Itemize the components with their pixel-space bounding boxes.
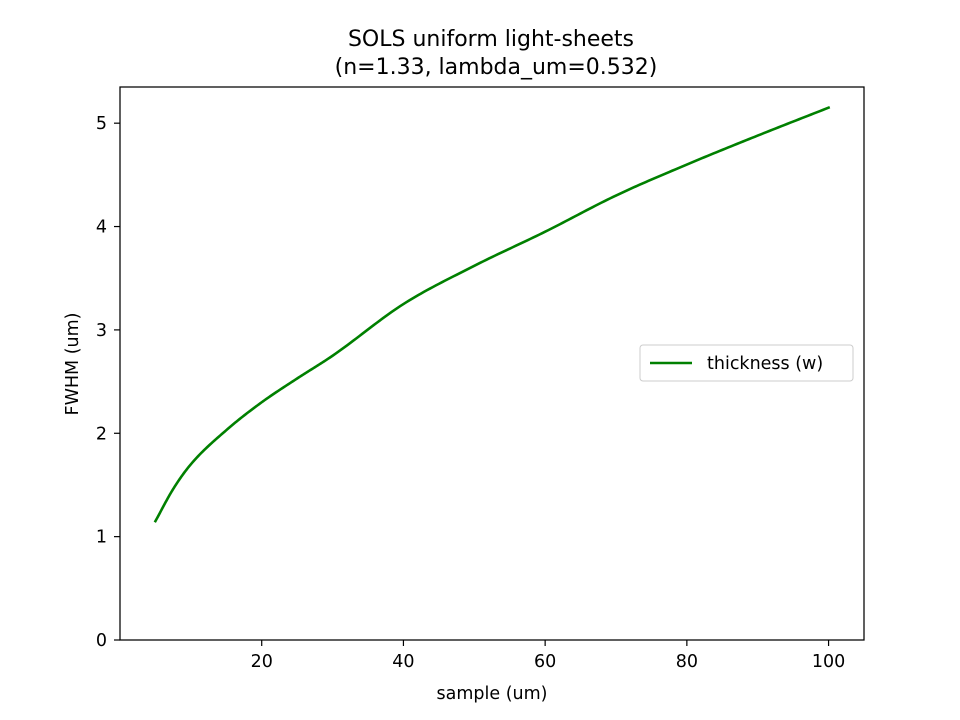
- x-tick-label: 80: [676, 652, 698, 672]
- ticks-layer: 20 40 60 80 100 0 1 2 3 4 5: [96, 114, 845, 672]
- x-axis-label: sample (um): [437, 684, 548, 704]
- series-line-thickness: [153, 105, 831, 523]
- plot-frame: [119, 86, 865, 641]
- y-tick-label: 3: [96, 321, 107, 341]
- y-tick-label: 0: [96, 631, 107, 651]
- x-tick-label: 100: [812, 652, 845, 672]
- x-tick-label: 20: [251, 652, 273, 672]
- y-tick-label: 2: [96, 424, 107, 444]
- y-axis-label: FWHM (um): [63, 313, 83, 416]
- chart-subtitle: (n=1.33, lambda_um=0.532): [335, 55, 658, 80]
- chart-title: SOLS uniform light-sheets: [348, 27, 634, 52]
- y-tick-label: 1: [96, 528, 107, 548]
- x-tick-label: 40: [392, 652, 414, 672]
- y-tick-label: 4: [96, 218, 107, 238]
- y-tick-label: 5: [96, 114, 107, 134]
- series-layer: [153, 105, 831, 523]
- legend-label-thickness: thickness (w): [707, 354, 823, 374]
- x-tick-label: 60: [534, 652, 556, 672]
- legend-box: [639, 344, 854, 382]
- legend: thickness (w): [639, 344, 854, 382]
